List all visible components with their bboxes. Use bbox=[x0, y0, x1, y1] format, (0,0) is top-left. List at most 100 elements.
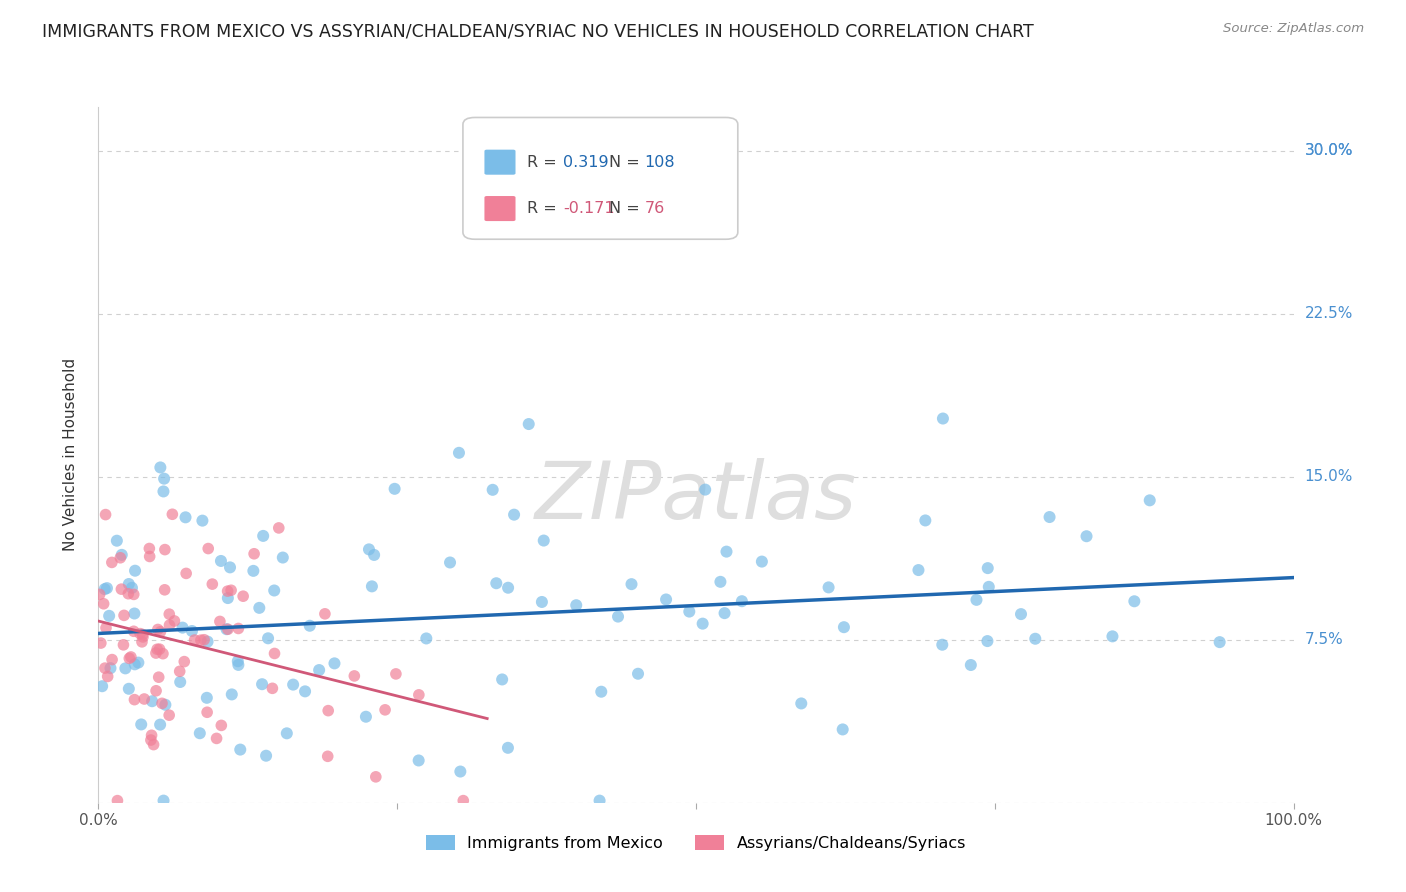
Point bbox=[111, 548, 134, 562]
Point bbox=[114, 661, 136, 675]
Point bbox=[191, 514, 214, 528]
Point bbox=[232, 589, 254, 603]
Point bbox=[678, 605, 700, 619]
Point bbox=[254, 748, 277, 763]
Point bbox=[174, 566, 197, 581]
Point bbox=[565, 598, 588, 612]
Text: R =: R = bbox=[527, 201, 562, 216]
Point bbox=[217, 584, 239, 599]
Point bbox=[118, 577, 141, 591]
Point bbox=[159, 618, 181, 632]
Point bbox=[907, 563, 929, 577]
Point bbox=[931, 638, 953, 652]
Point bbox=[93, 582, 115, 596]
Point bbox=[276, 726, 298, 740]
Point bbox=[294, 684, 316, 698]
Point bbox=[751, 555, 773, 569]
Point bbox=[229, 742, 252, 756]
Point bbox=[267, 521, 290, 535]
Point bbox=[98, 608, 121, 623]
Point bbox=[363, 548, 385, 562]
Point bbox=[977, 561, 1000, 575]
Point bbox=[146, 642, 169, 657]
Point bbox=[122, 624, 145, 639]
Text: 30.0%: 30.0% bbox=[1305, 143, 1353, 158]
Point bbox=[131, 627, 153, 641]
Point bbox=[148, 642, 170, 657]
Point bbox=[977, 580, 1000, 594]
Point bbox=[139, 733, 162, 747]
Point bbox=[122, 587, 145, 601]
Point bbox=[533, 533, 555, 548]
Point bbox=[503, 508, 526, 522]
Point bbox=[124, 657, 146, 672]
Text: -0.171: -0.171 bbox=[564, 201, 614, 216]
Point bbox=[226, 654, 249, 668]
Point bbox=[145, 683, 167, 698]
Point bbox=[1038, 510, 1060, 524]
Point bbox=[323, 657, 346, 671]
Text: 30.0%: 30.0% bbox=[1305, 143, 1353, 158]
Point bbox=[134, 692, 156, 706]
Point bbox=[94, 621, 117, 635]
Point bbox=[415, 632, 437, 646]
Point bbox=[481, 483, 503, 497]
Point bbox=[157, 607, 180, 622]
Point bbox=[100, 661, 122, 675]
Point bbox=[1139, 493, 1161, 508]
Point bbox=[496, 581, 519, 595]
Text: 22.5%: 22.5% bbox=[1305, 306, 1353, 321]
Point bbox=[155, 698, 177, 712]
Point bbox=[188, 726, 211, 740]
Point bbox=[101, 652, 124, 666]
Point bbox=[105, 533, 128, 548]
Point bbox=[263, 583, 285, 598]
Point bbox=[496, 740, 519, 755]
Point bbox=[205, 731, 228, 746]
Point bbox=[343, 669, 366, 683]
Point bbox=[152, 484, 174, 499]
Point bbox=[408, 688, 430, 702]
Point bbox=[117, 587, 139, 601]
Point bbox=[190, 633, 212, 648]
Point bbox=[181, 624, 204, 638]
Point bbox=[932, 411, 955, 425]
Point bbox=[209, 718, 232, 732]
Point bbox=[132, 630, 155, 644]
Point bbox=[713, 606, 735, 620]
Point bbox=[228, 622, 250, 636]
Point bbox=[124, 564, 146, 578]
FancyBboxPatch shape bbox=[485, 196, 516, 221]
Point bbox=[197, 541, 219, 556]
Point bbox=[655, 592, 678, 607]
Point bbox=[314, 607, 336, 621]
Point bbox=[692, 616, 714, 631]
Text: 108: 108 bbox=[644, 154, 675, 169]
Point bbox=[1010, 607, 1032, 621]
Point bbox=[517, 417, 540, 431]
Text: N =: N = bbox=[609, 154, 644, 169]
Point bbox=[221, 687, 243, 701]
Point bbox=[124, 607, 146, 621]
Point bbox=[219, 560, 242, 574]
Point bbox=[149, 717, 172, 731]
Point bbox=[262, 681, 284, 696]
Point bbox=[832, 620, 855, 634]
Point bbox=[591, 684, 613, 698]
Point bbox=[439, 556, 461, 570]
Point bbox=[217, 622, 239, 636]
Point bbox=[491, 673, 513, 687]
Point bbox=[149, 624, 172, 639]
Point bbox=[316, 749, 339, 764]
Point bbox=[96, 581, 118, 595]
Point bbox=[281, 678, 304, 692]
Point bbox=[607, 609, 630, 624]
Point bbox=[217, 591, 239, 605]
Point bbox=[709, 574, 731, 589]
Point bbox=[138, 549, 160, 564]
Point bbox=[141, 728, 163, 742]
Point bbox=[298, 619, 321, 633]
Point bbox=[101, 556, 124, 570]
Point bbox=[357, 542, 380, 557]
Point bbox=[193, 632, 215, 647]
